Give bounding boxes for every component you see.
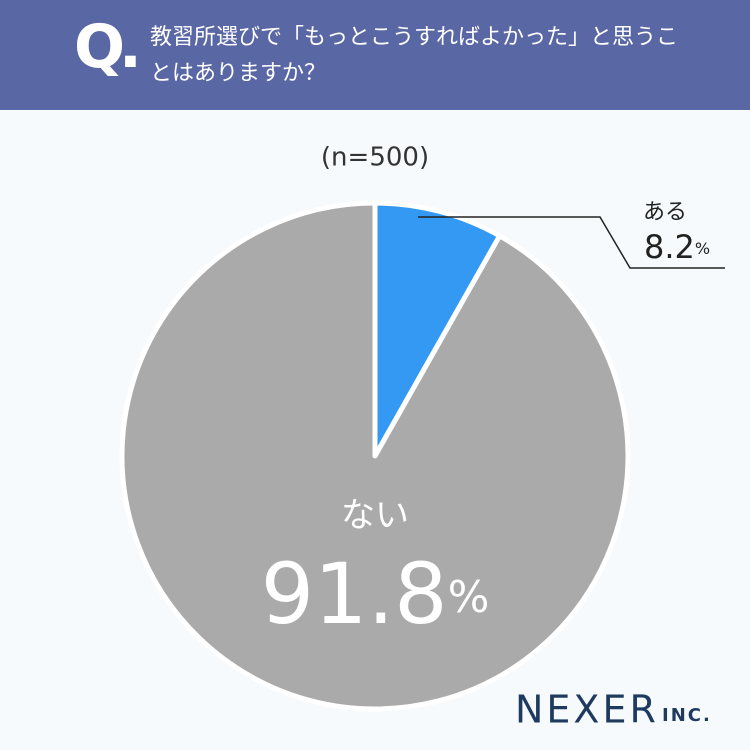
- pie: [119, 200, 631, 712]
- q-mark: Q.: [74, 12, 142, 82]
- pie-slice: [372, 200, 503, 459]
- pie-slice: [119, 200, 631, 712]
- slice-label: ない: [341, 496, 409, 536]
- value-label: 91.8%: [261, 545, 490, 643]
- question: 教習所選びで「もっとこうすればよかった」と思うことはありますか？: [150, 25, 679, 86]
- header: Q. 教習所選びで「もっとこうすればよかった」と思うことはありますか？: [0, 0, 750, 110]
- value-label: 8.2%: [644, 228, 710, 266]
- slice-label: ある: [643, 200, 687, 225]
- brand: NEXER: [515, 688, 659, 732]
- subtitle: (n=500): [321, 143, 429, 173]
- leader-line: [418, 216, 725, 269]
- brand-suffix: INC.: [662, 705, 712, 726]
